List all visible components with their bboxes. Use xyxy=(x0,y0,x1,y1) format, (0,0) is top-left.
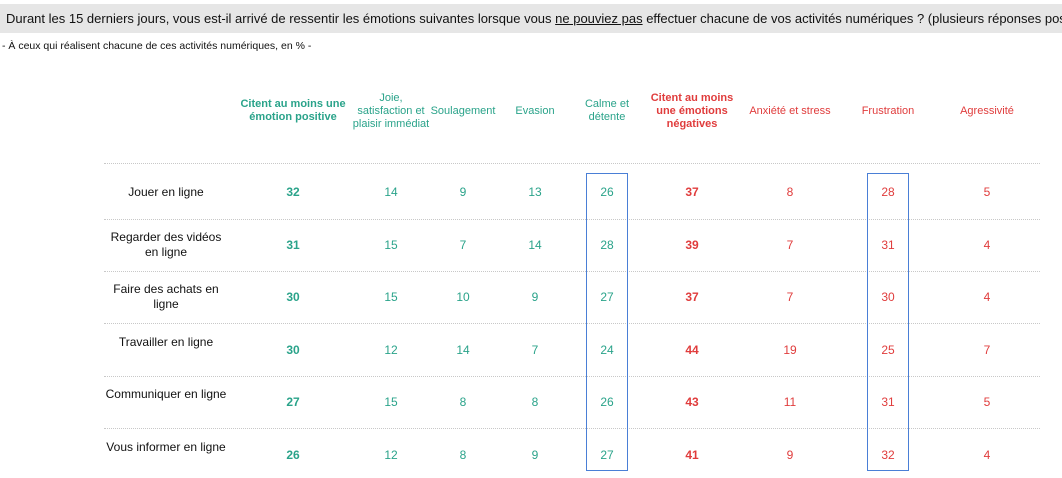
table-cell: 8 xyxy=(459,394,467,409)
table-cell: 32 xyxy=(286,184,300,199)
table-cell: 32 xyxy=(881,447,895,462)
table-cell: 37 xyxy=(685,289,699,304)
table-cell: 30 xyxy=(286,289,300,304)
row-separator xyxy=(104,271,1040,272)
table-cell: 44 xyxy=(685,342,699,357)
column-header: Citent au moins une émotion positive xyxy=(240,98,346,123)
row-separator xyxy=(104,219,1040,220)
question-text-underlined: ne pouviez pas xyxy=(555,11,643,26)
question-text-end: effectuer chacune de vos activités numér… xyxy=(642,11,1062,26)
table-cell: 4 xyxy=(983,237,991,252)
column-header: Anxiété et stress xyxy=(749,104,831,117)
table-cell: 5 xyxy=(983,394,991,409)
table-cell: 28 xyxy=(881,184,895,199)
table-cell: 8 xyxy=(531,394,539,409)
table-cell: 8 xyxy=(459,447,467,462)
row-label: Vous informer en ligne xyxy=(106,440,226,454)
table-cell: 7 xyxy=(459,237,467,252)
column-header: Soulagement xyxy=(430,104,496,117)
table-cell: 30 xyxy=(881,289,895,304)
table-cell: 4 xyxy=(983,289,991,304)
table-cell: 27 xyxy=(600,289,614,304)
table-cell: 8 xyxy=(786,184,794,199)
column-header: Agressivité xyxy=(960,104,1014,117)
table-cell: 9 xyxy=(786,447,794,462)
table-cell: 15 xyxy=(384,394,398,409)
column-highlight-box xyxy=(586,173,628,471)
table-cell: 7 xyxy=(786,237,794,252)
table-cell: 12 xyxy=(384,447,398,462)
row-separator xyxy=(104,428,1040,429)
table-cell: 28 xyxy=(600,237,614,252)
table-cell: 27 xyxy=(600,447,614,462)
column-highlight-box xyxy=(867,173,909,471)
question-bar: Durant les 15 derniers jours, vous est-i… xyxy=(0,4,1062,33)
row-separator xyxy=(104,323,1040,324)
column-header: Calme et détente xyxy=(584,98,630,123)
row-label: Communiquer en ligne xyxy=(105,387,227,401)
row-label: Travailler en ligne xyxy=(118,335,214,349)
table-cell: 14 xyxy=(456,342,470,357)
table-cell: 14 xyxy=(384,184,398,199)
table-cell: 4 xyxy=(983,447,991,462)
table-cell: 41 xyxy=(685,447,699,462)
column-header: Citent au moins une émotions négatives xyxy=(650,91,734,130)
table-cell: 11 xyxy=(783,394,797,409)
table-cell: 15 xyxy=(384,237,398,252)
table-cell: 7 xyxy=(786,289,794,304)
table-cell: 31 xyxy=(881,394,895,409)
table-cell: 31 xyxy=(286,237,300,252)
table-cell: 5 xyxy=(983,184,991,199)
column-header: Evasion xyxy=(515,104,555,117)
table-cell: 9 xyxy=(459,184,467,199)
column-header: Frustration xyxy=(861,104,915,117)
table-cell: 31 xyxy=(881,237,895,252)
row-label: Jouer en ligne xyxy=(128,184,204,199)
table-cell: 7 xyxy=(983,342,991,357)
table-cell: 15 xyxy=(384,289,398,304)
table-cell: 43 xyxy=(685,394,699,409)
table-cell: 26 xyxy=(600,184,614,199)
subtitle: - À ceux qui réalisent chacune de ces ac… xyxy=(2,40,312,52)
table-cell: 19 xyxy=(783,342,797,357)
table-cell: 37 xyxy=(685,184,699,199)
table-cell: 7 xyxy=(531,342,539,357)
question-text-start: Durant les 15 derniers jours, vous est-i… xyxy=(6,11,556,26)
table-cell: 26 xyxy=(286,447,300,462)
table-cell: 26 xyxy=(600,394,614,409)
table-cell: 12 xyxy=(384,342,398,357)
table-cell: 24 xyxy=(600,342,614,357)
table-cell: 30 xyxy=(286,342,300,357)
row-label: Regarder des vidéos en ligne xyxy=(110,230,222,259)
table-cell: 10 xyxy=(456,289,470,304)
table-cell: 14 xyxy=(528,237,542,252)
row-label: Faire des achats en ligne xyxy=(113,282,219,311)
table-cell: 39 xyxy=(685,237,699,252)
table-cell: 13 xyxy=(528,184,542,199)
table-cell: 9 xyxy=(531,447,539,462)
row-separator xyxy=(104,376,1040,377)
table-cell: 9 xyxy=(531,289,539,304)
table-cell: 27 xyxy=(286,394,300,409)
column-header: Joie, satisfaction et plaisir immédiat xyxy=(352,91,430,130)
table-cell: 25 xyxy=(881,342,895,357)
row-separator xyxy=(104,163,1040,164)
